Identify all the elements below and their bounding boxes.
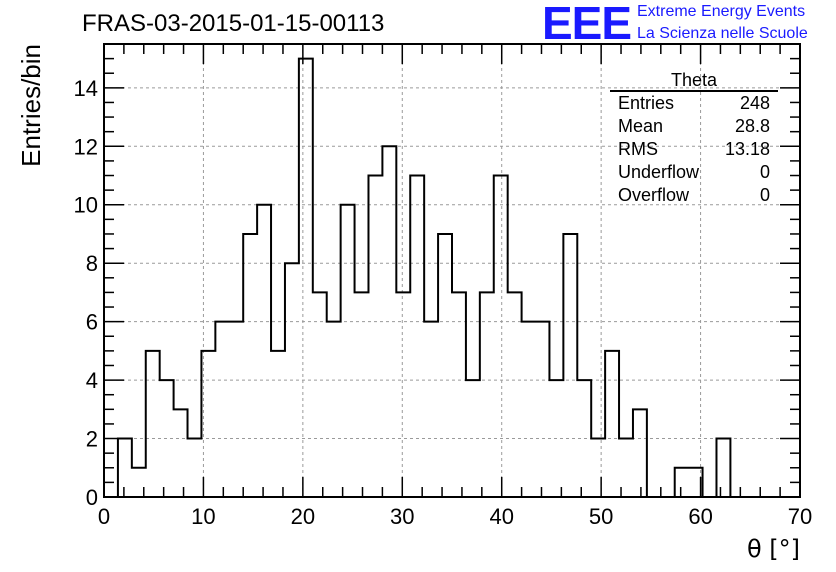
- histogram-series: [116, 57, 745, 498]
- y-tick-label: 6: [86, 310, 98, 335]
- histogram-bin: [146, 351, 160, 497]
- histogram-bin: [382, 146, 396, 497]
- histogram-bin: [522, 322, 536, 497]
- y-axis-label: Entries/bin: [16, 44, 46, 167]
- histogram-bin: [341, 205, 355, 497]
- y-tick-label: 0: [86, 485, 98, 510]
- y-tick-label: 4: [86, 368, 98, 393]
- x-tick-label: 0: [98, 504, 110, 529]
- histogram-bin: [160, 380, 174, 497]
- histogram-bin: [243, 234, 257, 497]
- histogram-bin: [396, 292, 410, 497]
- y-tick-label: 14: [74, 76, 98, 101]
- axis-ticks: [103, 43, 801, 498]
- stats-value: 248: [739, 93, 770, 113]
- stats-row-overflow: Overflow 0: [610, 184, 778, 207]
- stats-label: Overflow: [618, 185, 690, 205]
- stats-row-entries: Entries 248: [610, 92, 778, 115]
- histogram-bin: [536, 322, 550, 497]
- histogram-bin: [215, 322, 229, 497]
- histogram-bin: [591, 439, 605, 497]
- tick-labels: 0 10 20 30 40 50 60 70 0 2 4 6 8 10 12 14: [74, 76, 813, 529]
- histogram-bin: [257, 205, 271, 497]
- stats-label: RMS: [618, 139, 658, 159]
- histogram-bin: [675, 468, 689, 497]
- histogram-bin: [313, 292, 327, 497]
- histogram-bin: [438, 234, 452, 497]
- histogram-bin: [229, 322, 243, 497]
- histogram-bin: [368, 176, 382, 497]
- histogram-bin: [355, 292, 369, 497]
- histogram-bin: [494, 176, 508, 497]
- x-axis-label: θ [°]: [747, 535, 800, 563]
- stats-row-underflow: Underflow 0: [610, 161, 778, 184]
- stats-value: 0: [759, 185, 770, 205]
- histogram-bin: [633, 409, 647, 497]
- histogram-bin: [285, 263, 299, 497]
- x-tick-label: 30: [390, 504, 414, 529]
- y-tick-label: 12: [74, 134, 98, 159]
- y-tick-label: 2: [86, 427, 98, 452]
- y-tick-label: 10: [74, 193, 98, 218]
- histogram-bin: [549, 380, 563, 497]
- x-tick-label: 50: [589, 504, 613, 529]
- stats-row-mean: Mean 28.8: [610, 115, 778, 138]
- stats-label: Underflow: [618, 162, 700, 182]
- x-tick-label: 60: [688, 504, 712, 529]
- histogram-bin: [271, 351, 285, 497]
- stats-title: Theta: [610, 70, 778, 92]
- histogram-bin: [188, 439, 202, 497]
- histogram-bin: [201, 351, 215, 497]
- stats-label: Entries: [618, 93, 675, 113]
- histogram-bin: [299, 59, 313, 497]
- histogram-bin: [466, 380, 480, 497]
- stats-label: Mean: [618, 116, 664, 136]
- logo-line-2: La Scienza nelle Scuole: [637, 25, 808, 42]
- histogram-bin: [424, 322, 438, 497]
- stats-value: 28.8: [734, 116, 770, 136]
- histogram-bin: [508, 292, 522, 497]
- x-tick-label: 40: [489, 504, 513, 529]
- stats-row-rms: RMS 13.18: [610, 138, 778, 161]
- stats-value: 0: [759, 162, 770, 182]
- histogram-bin: [577, 380, 591, 497]
- histogram-bin: [410, 176, 424, 497]
- histogram-bin: [118, 439, 132, 497]
- logo-line-1: Extreme Energy Events: [637, 3, 806, 20]
- x-tick-label: 10: [191, 504, 215, 529]
- histogram-bin: [452, 292, 466, 497]
- histogram-bin: [563, 234, 577, 497]
- x-tick-label: 70: [788, 504, 812, 529]
- histogram-bin: [605, 351, 619, 497]
- histogram-bin: [480, 292, 494, 497]
- stats-box: Theta Entries 248 Mean 28.8 RMS 13.18 Un…: [610, 70, 778, 207]
- x-tick-label: 20: [291, 504, 315, 529]
- stats-value: 13.18: [724, 139, 770, 159]
- histogram-bin: [327, 322, 341, 497]
- plot-frame: [103, 43, 801, 498]
- run-title: FRAS-03-2015-01-15-00113: [82, 10, 385, 37]
- histogram-bin: [716, 439, 730, 497]
- y-tick-label: 8: [86, 251, 98, 276]
- eee-logo: EEE: [542, 0, 632, 49]
- histogram-bin: [174, 409, 188, 497]
